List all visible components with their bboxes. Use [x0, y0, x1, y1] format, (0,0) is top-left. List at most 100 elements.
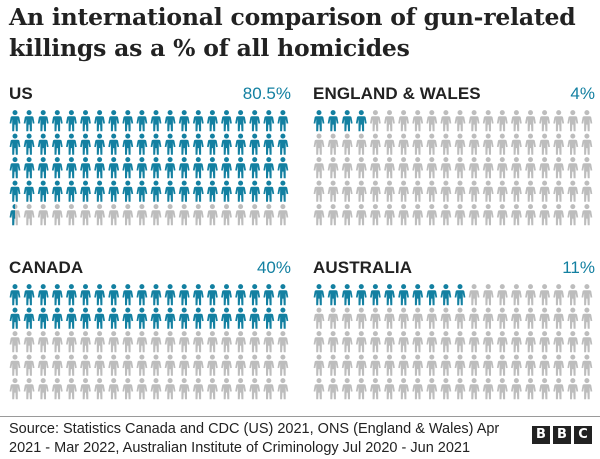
people-grid — [9, 284, 289, 400]
person-icon-empty — [136, 331, 148, 353]
panel-value: 80.5% — [242, 84, 291, 103]
person-icon-empty — [370, 204, 381, 226]
person-icon-empty — [468, 133, 480, 155]
person-icon-empty — [207, 331, 218, 353]
person-icon-empty — [398, 157, 409, 179]
person-icon-empty — [313, 354, 325, 376]
person-icon-empty — [398, 180, 409, 202]
person-icon-filled — [263, 180, 275, 202]
person-icon-filled — [37, 157, 49, 179]
person-icon-filled — [94, 157, 105, 179]
person-icon-filled — [164, 110, 176, 132]
person-icon-empty — [355, 133, 367, 155]
person-icon-empty — [327, 157, 339, 179]
person-icon-filled — [37, 180, 49, 202]
person-icon-filled — [66, 157, 77, 179]
person-icon-filled — [23, 157, 35, 179]
person-icon-empty — [468, 204, 480, 226]
person-icon-empty — [341, 307, 353, 329]
person-icon-empty — [384, 110, 395, 132]
person-icon-empty — [567, 331, 579, 353]
person-icon-filled — [277, 110, 289, 132]
panel-name: ENGLAND & WALES — [313, 84, 481, 103]
person-icon-empty — [370, 354, 381, 376]
person-icon-empty — [341, 378, 353, 400]
person-icon-empty — [426, 157, 438, 179]
panel-canada: CANADA 40% — [9, 258, 291, 400]
person-icon-empty — [9, 331, 21, 353]
person-icon-empty — [122, 378, 134, 400]
person-icon-empty — [207, 354, 218, 376]
person-icon-empty — [525, 307, 536, 329]
person-icon-filled — [37, 307, 49, 329]
panel-value: 40% — [256, 258, 291, 277]
person-icon-empty — [412, 180, 424, 202]
person-icon-filled — [94, 180, 105, 202]
person-icon-filled — [277, 180, 289, 202]
person-icon-filled — [108, 180, 120, 202]
person-icon-empty — [553, 133, 565, 155]
person-icon-filled — [249, 157, 261, 179]
person-icon-filled — [51, 180, 63, 202]
person-icon-empty — [426, 331, 438, 353]
person-icon-filled — [80, 180, 91, 202]
person-icon-filled — [221, 284, 232, 306]
person-icon-empty — [122, 354, 134, 376]
person-icon-empty — [66, 331, 77, 353]
person-icon-filled — [426, 284, 438, 306]
person-icon-filled — [313, 284, 325, 306]
person-icon-empty — [150, 354, 162, 376]
person-icon-filled — [249, 284, 261, 306]
person-icon-empty — [370, 133, 381, 155]
person-icon-filled — [9, 307, 21, 329]
person-icon-filled — [164, 157, 176, 179]
person-icon-empty — [511, 110, 522, 132]
person-icon-empty — [37, 331, 49, 353]
person-icon-filled — [178, 157, 190, 179]
person-icon-empty — [468, 180, 480, 202]
person-icon-filled — [66, 307, 77, 329]
people-grid — [313, 284, 593, 400]
panel-us: US 80.5% — [9, 84, 291, 226]
person-icon-empty — [327, 204, 339, 226]
person-icon-empty — [539, 284, 550, 306]
person-icon-filled — [178, 307, 190, 329]
person-icon-empty — [454, 133, 466, 155]
panel-england-wales: ENGLAND & WALES 4% — [313, 84, 595, 226]
panel-name: US — [9, 84, 33, 103]
person-icon-empty — [454, 204, 466, 226]
person-icon-empty — [553, 284, 565, 306]
person-icon-filled — [178, 133, 190, 155]
person-icon-empty — [454, 180, 466, 202]
person-icon-empty — [94, 378, 105, 400]
person-icon-empty — [235, 354, 246, 376]
person-icon-filled — [341, 110, 353, 132]
person-icon-empty — [94, 204, 105, 226]
person-icon-empty — [277, 378, 289, 400]
source-note: Source: Statistics Canada and CDC (US) 2… — [9, 421, 500, 456]
person-icon-filled — [249, 307, 261, 329]
person-icon-empty — [80, 354, 91, 376]
person-icon-empty — [327, 378, 339, 400]
people-grid — [9, 110, 289, 226]
person-icon-empty — [277, 204, 289, 226]
person-icon-filled — [23, 180, 35, 202]
person-icon-empty — [581, 331, 593, 353]
person-icon-filled — [51, 284, 63, 306]
person-icon-filled — [80, 133, 91, 155]
person-icon-empty — [178, 331, 190, 353]
person-icon-filled — [150, 180, 162, 202]
person-icon-filled — [51, 157, 63, 179]
person-icon-empty — [249, 331, 261, 353]
person-icon-filled — [249, 110, 261, 132]
person-icon-filled — [207, 180, 218, 202]
person-icon-empty — [454, 307, 466, 329]
person-icon-empty — [164, 331, 176, 353]
person-icon-empty — [192, 378, 204, 400]
person-icon-empty — [355, 378, 367, 400]
person-icon-filled — [235, 157, 246, 179]
logo-letter: B — [532, 426, 550, 444]
person-icon-filled — [221, 180, 232, 202]
person-icon-filled — [122, 307, 134, 329]
person-icon-empty — [277, 331, 289, 353]
